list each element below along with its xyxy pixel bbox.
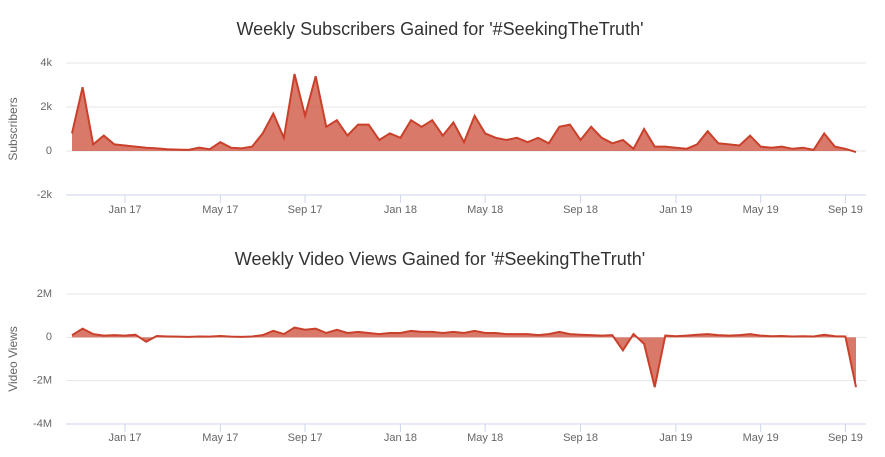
y-tick-label: 2M	[37, 288, 52, 300]
x-tick-label: Sep 19	[828, 432, 863, 444]
y-tick-label: 0	[46, 145, 52, 157]
y-tick-label: -2M	[33, 375, 52, 387]
x-tick-label: Jan 18	[384, 432, 417, 444]
x-tick-label: May 18	[467, 204, 503, 216]
chart-title: Weekly Subscribers Gained for '#SeekingT…	[236, 19, 643, 39]
y-tick-label: 2k	[40, 101, 52, 113]
x-tick-label: May 18	[467, 432, 503, 444]
y-axis-label: Video Views	[6, 326, 20, 392]
x-tick-label: Sep 19	[828, 204, 863, 216]
y-axis-label: Subscribers	[6, 97, 20, 160]
y-tick-label: -2k	[37, 189, 53, 201]
x-tick-label: May 17	[202, 204, 238, 216]
y-tick-label: -4M	[33, 418, 52, 430]
x-tick-label: Jan 17	[108, 204, 141, 216]
area	[72, 74, 856, 153]
x-tick-label: Jan 17	[108, 432, 141, 444]
line	[71, 73, 857, 154]
x-tick-label: Jan 18	[384, 204, 417, 216]
y-tick-label: 0	[46, 331, 52, 343]
x-tick-label: May 19	[743, 432, 779, 444]
area	[72, 327, 856, 388]
x-tick-label: Sep 18	[563, 204, 598, 216]
x-tick-label: Sep 17	[288, 204, 323, 216]
line	[71, 326, 857, 388]
y-tick-label: 4k	[40, 57, 52, 69]
x-tick-label: Sep 18	[563, 432, 598, 444]
chart-title: Weekly Video Views Gained for '#SeekingT…	[235, 249, 645, 269]
x-tick-label: Jan 19	[659, 204, 692, 216]
x-tick-label: Sep 17	[288, 432, 323, 444]
x-tick-label: May 19	[743, 204, 779, 216]
x-tick-label: May 17	[202, 432, 238, 444]
x-tick-label: Jan 19	[659, 432, 692, 444]
